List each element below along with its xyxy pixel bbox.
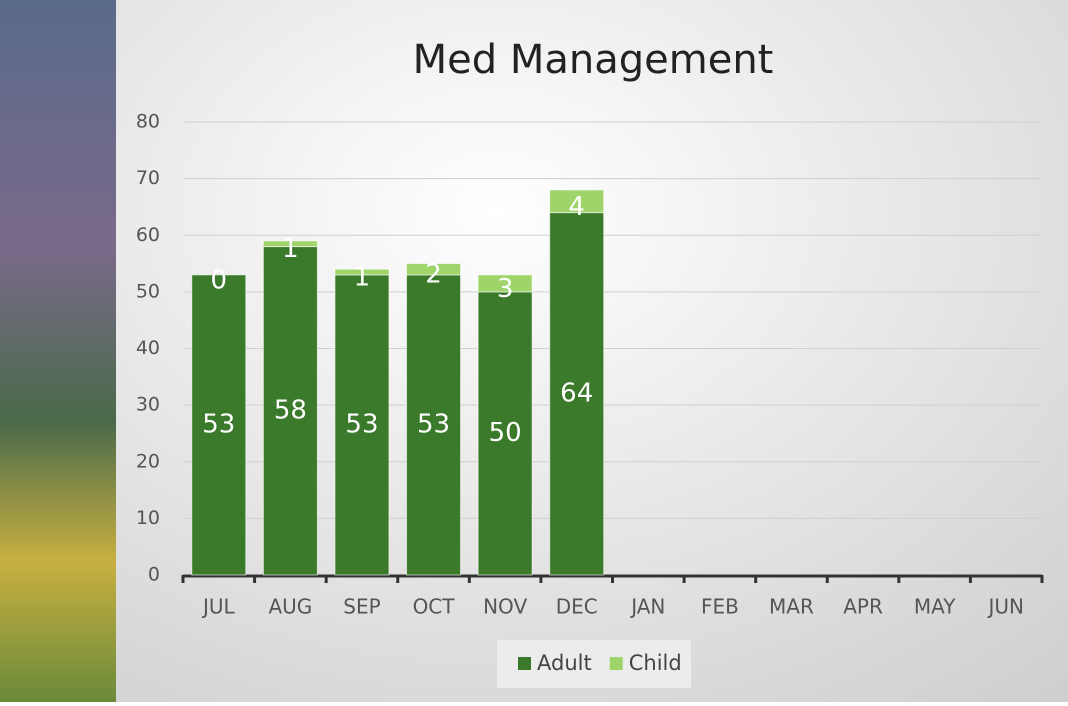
page: Med Management AdultChild 01020304050607… <box>0 0 1068 702</box>
x-tick-label: MAY <box>914 595 956 619</box>
background-image <box>0 0 118 702</box>
data-label: 0 <box>211 265 228 295</box>
x-tick-label: OCT <box>413 595 456 619</box>
data-label: 1 <box>354 263 371 293</box>
chart: Med Management AdultChild 01020304050607… <box>0 0 1068 702</box>
x-tick-label: APR <box>843 595 883 619</box>
legend-swatch <box>610 657 623 670</box>
data-label: 53 <box>417 409 450 439</box>
x-tick-label: SEP <box>343 595 380 619</box>
x-tick-label: JUL <box>201 595 236 619</box>
legend: Adult Child <box>497 640 691 688</box>
data-label: 64 <box>560 378 593 408</box>
y-tick-label: 30 <box>136 394 160 416</box>
y-tick-label: 50 <box>136 280 160 302</box>
x-tick-label: JUN <box>986 595 1024 619</box>
y-tick-label: 70 <box>136 167 160 189</box>
y-tick-label: 20 <box>136 450 160 472</box>
legend-label: Adult <box>537 651 592 675</box>
data-label: 53 <box>345 409 378 439</box>
y-tick-label: 0 <box>148 564 160 586</box>
data-label: 58 <box>274 395 307 425</box>
data-label: 3 <box>497 274 514 304</box>
y-tick-label: 80 <box>136 111 160 133</box>
x-tick-label: DEC <box>556 595 598 619</box>
y-tick-label: 10 <box>136 507 160 529</box>
data-label: 50 <box>489 418 522 448</box>
data-label: 4 <box>568 192 585 222</box>
legend-swatch <box>518 657 531 670</box>
x-tick-label: AUG <box>268 595 312 619</box>
data-label: 2 <box>425 260 442 290</box>
x-tick-label: MAR <box>769 595 814 619</box>
x-tick-label: JAN <box>629 595 665 619</box>
y-tick-label: 60 <box>136 224 160 246</box>
chart-title: Med Management <box>413 37 774 83</box>
x-tick-label: NOV <box>483 595 527 619</box>
legend-label: Child <box>629 651 682 675</box>
x-tick-label: FEB <box>701 595 739 619</box>
y-tick-label: 40 <box>136 337 160 359</box>
data-label: 53 <box>202 409 235 439</box>
data-label: 1 <box>282 234 299 264</box>
